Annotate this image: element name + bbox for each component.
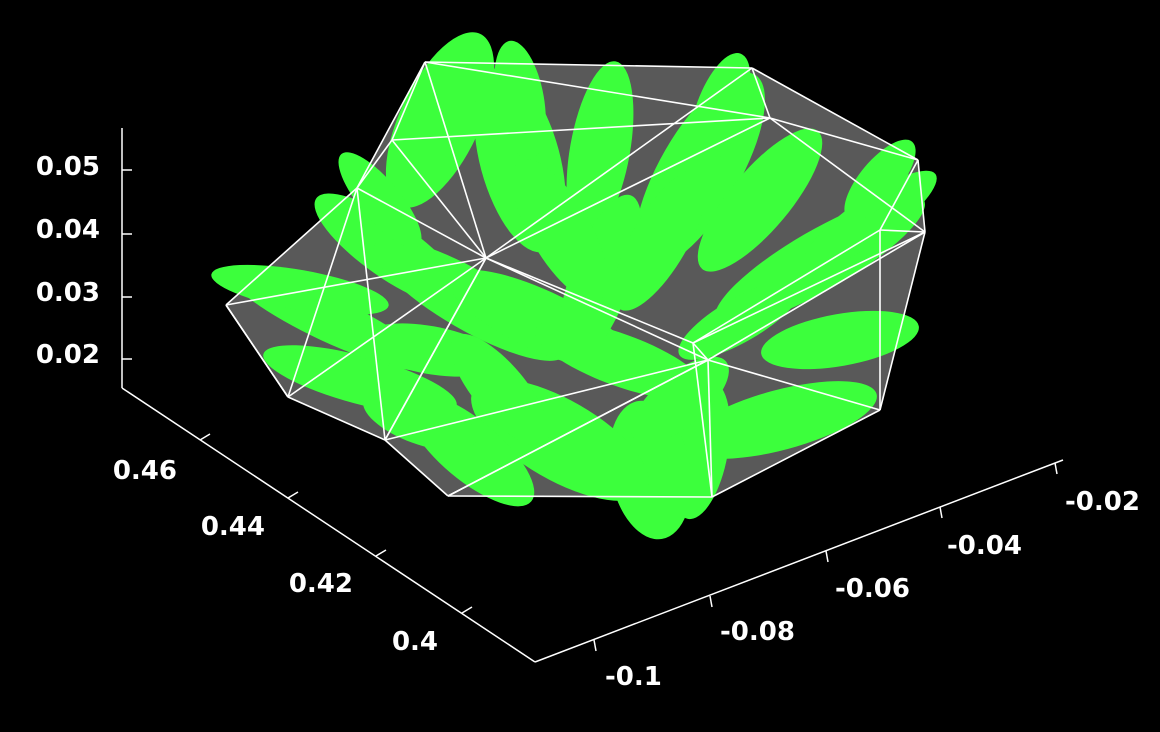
hull-edge — [225, 257, 487, 306]
hull-edge — [424, 61, 771, 119]
x-axis-line — [534, 459, 1064, 663]
hull-edge — [384, 439, 449, 497]
tick-mark — [593, 639, 597, 652]
y-tick-label: 0.46 — [113, 456, 177, 486]
hull-edge — [707, 359, 881, 411]
hull-edge — [356, 187, 487, 259]
z-tick-label: 0.04 — [36, 215, 100, 245]
hull-edge — [225, 187, 358, 306]
point-cloud-blob — [683, 381, 877, 459]
hull-edge — [485, 117, 771, 259]
x-tick-label: -0.1 — [605, 662, 662, 692]
point-cloud-blob — [450, 333, 550, 447]
hull-edge — [751, 67, 919, 161]
hull-edge — [391, 61, 426, 141]
y-tick-label: 0.42 — [289, 569, 353, 599]
hull-edge — [769, 117, 919, 161]
hull-edge — [287, 187, 358, 398]
hull-edge — [879, 159, 919, 231]
tick-mark — [375, 549, 387, 557]
point-cloud-blob — [211, 264, 389, 316]
z-tick-label: 0.03 — [36, 278, 100, 308]
tick-mark — [1054, 462, 1058, 475]
axes — [121, 128, 1064, 663]
hull-edge — [356, 139, 393, 189]
hull-edge — [447, 495, 713, 498]
hull-edge — [769, 117, 926, 233]
x-tick-label: -0.02 — [1065, 487, 1140, 517]
hull-edge — [391, 139, 487, 259]
y-axis-line — [121, 387, 536, 663]
tick-mark — [939, 506, 943, 519]
point-cloud-blob — [385, 32, 495, 208]
hull-edge — [692, 231, 926, 344]
tick-marks — [122, 169, 1058, 652]
point-cloud-blob — [803, 170, 937, 270]
x-tick-label: -0.04 — [947, 531, 1022, 561]
hull-edge — [447, 359, 709, 497]
point-cloud-blob — [494, 40, 546, 160]
hull-edge — [707, 231, 926, 361]
hull-edge — [879, 231, 926, 411]
hull-edge — [879, 229, 926, 233]
tick-mark — [199, 433, 211, 441]
hull-edge — [225, 304, 289, 398]
hull-edge — [384, 359, 709, 441]
point-cloud-blob — [844, 139, 916, 221]
hull-edge — [287, 396, 386, 441]
z-tick-labels: 0.05 0.04 0.03 0.02 — [36, 152, 100, 370]
hull-edge — [391, 117, 771, 141]
hull-edge — [287, 257, 487, 398]
point-cloud-blob — [613, 169, 707, 311]
hull-edge — [692, 342, 709, 361]
hull-wireframe — [225, 61, 926, 498]
tick-mark — [709, 595, 713, 608]
hull-edge — [711, 409, 881, 498]
hull-edge — [384, 257, 487, 441]
point-cloud-blob — [697, 128, 823, 272]
hull-edge — [751, 67, 771, 119]
y-tick-label: 0.4 — [392, 627, 438, 657]
z-tick-label: 0.05 — [36, 152, 100, 182]
hull-edge — [356, 61, 426, 189]
y-tick-labels: 0.46 0.44 0.42 0.4 — [113, 456, 438, 657]
point-cloud-blob — [512, 159, 608, 301]
hull-edge — [692, 229, 881, 344]
hull-edge — [485, 257, 694, 344]
point-cloud-blob — [631, 356, 729, 444]
hull-edge — [707, 359, 713, 498]
hull-edge — [485, 257, 709, 361]
x-tick-label: -0.08 — [720, 617, 795, 647]
hull-edge — [692, 342, 713, 498]
hull-edge — [424, 61, 753, 69]
y-tick-label: 0.44 — [201, 512, 265, 542]
point-cloud — [211, 32, 937, 540]
tick-mark — [825, 550, 829, 563]
z-tick-label: 0.02 — [36, 340, 100, 370]
hull-edge — [485, 67, 753, 259]
hull-edge — [356, 187, 386, 441]
tick-mark — [287, 491, 299, 499]
x-tick-labels: -0.1 -0.08 -0.06 -0.04 -0.02 — [605, 487, 1140, 692]
hull-edge — [917, 159, 926, 233]
x-tick-label: -0.06 — [835, 574, 910, 604]
tick-mark — [461, 606, 473, 614]
hull-edge — [424, 61, 487, 259]
